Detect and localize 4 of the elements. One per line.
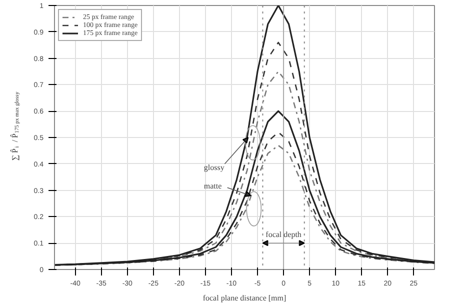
annotation: glossy	[204, 162, 224, 172]
x-axis-title: focal plane distance [mm]	[202, 294, 286, 302]
annotation: focal depth	[266, 230, 302, 240]
annotation: matte	[204, 181, 222, 190]
